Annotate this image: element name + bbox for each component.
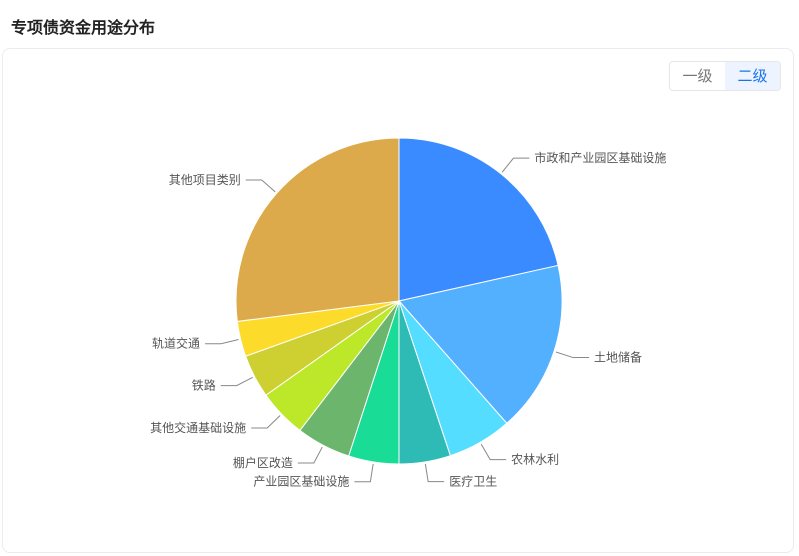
page-title: 专项债资金用途分布 (11, 18, 156, 37)
label-leader-line (555, 351, 590, 359)
pie-slice[interactable] (235, 137, 400, 322)
level-1-button[interactable]: 一级 (682, 67, 713, 85)
slice-label: 其他交通基础设施 (150, 420, 246, 435)
slice-label: 铁路 (192, 378, 216, 393)
slice-label: 轨道交通 (152, 336, 200, 351)
slice-label: 其他项目类别 (169, 173, 241, 187)
label-leader-line (251, 415, 281, 429)
label-leader-line (501, 157, 530, 173)
slice-label: 医疗卫生 (449, 475, 497, 489)
slice-label: 农林水利 (511, 453, 559, 467)
chart-card (2, 48, 794, 553)
pie-slice[interactable] (398, 137, 559, 302)
label-leader-line (245, 179, 276, 193)
level-2-button[interactable]: 二级 (725, 62, 780, 90)
slice-label: 市政和产业园区基础设施 (534, 150, 666, 165)
label-leader-line (354, 463, 374, 483)
label-leader-line (480, 443, 507, 461)
pie-slice[interactable] (398, 264, 563, 424)
level-toggle[interactable]: 一级 二级 (669, 61, 781, 91)
slice-label: 产业园区基础设施 (253, 475, 349, 489)
slice-label: 棚户区改造 (233, 455, 293, 470)
label-leader-line (205, 339, 239, 345)
label-leader-line (297, 446, 323, 464)
slice-label: 土地储备 (594, 350, 642, 365)
label-leader-line (220, 376, 253, 387)
label-leader-line (424, 463, 445, 483)
